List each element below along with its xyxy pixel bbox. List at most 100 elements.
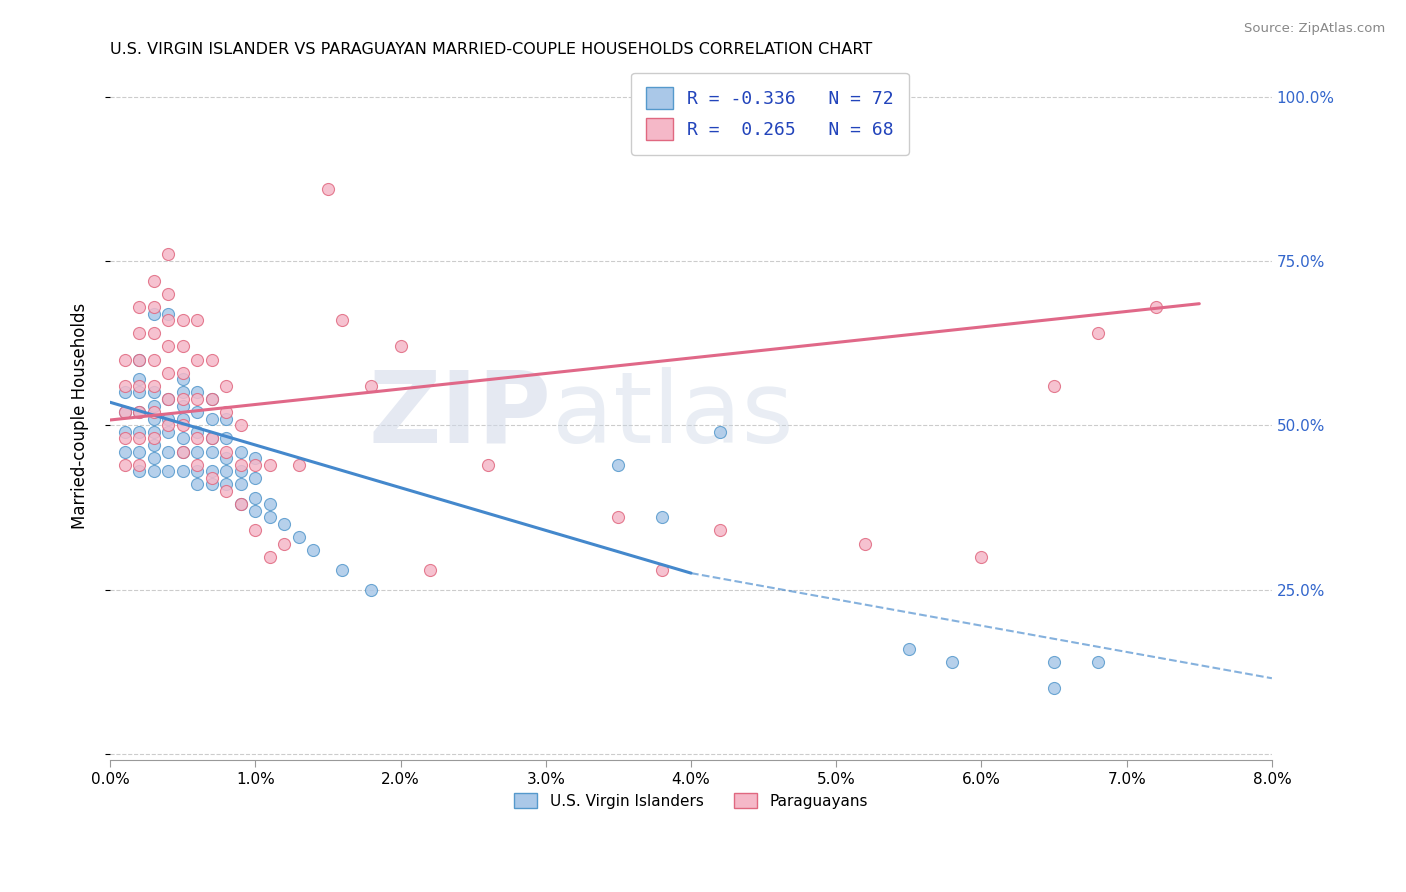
Point xyxy=(201,444,224,458)
Point xyxy=(1087,655,1109,669)
Point xyxy=(201,411,224,425)
Point xyxy=(215,451,238,466)
Point xyxy=(172,399,194,413)
Point xyxy=(273,536,295,550)
Point xyxy=(259,510,281,524)
Point xyxy=(1144,300,1167,314)
Point xyxy=(128,405,150,419)
Point xyxy=(360,379,382,393)
Point xyxy=(128,405,150,419)
Point xyxy=(172,372,194,386)
Point xyxy=(186,425,208,439)
Point xyxy=(245,458,267,472)
Point xyxy=(172,339,194,353)
Point xyxy=(142,411,165,425)
Point xyxy=(201,431,224,445)
Point xyxy=(114,385,136,400)
Point xyxy=(172,444,194,458)
Point xyxy=(157,313,180,327)
Point xyxy=(259,549,281,564)
Point xyxy=(142,451,165,466)
Point xyxy=(142,438,165,452)
Point xyxy=(215,483,238,498)
Point xyxy=(128,385,150,400)
Point xyxy=(128,372,150,386)
Point xyxy=(114,458,136,472)
Point xyxy=(229,458,252,472)
Point xyxy=(114,405,136,419)
Point xyxy=(186,392,208,406)
Point xyxy=(215,431,238,445)
Point xyxy=(114,352,136,367)
Legend: U.S. Virgin Islanders, Paraguayans: U.S. Virgin Islanders, Paraguayans xyxy=(509,787,873,814)
Point xyxy=(157,411,180,425)
Point xyxy=(709,425,731,439)
Point xyxy=(128,431,150,445)
Point xyxy=(128,444,150,458)
Point xyxy=(172,366,194,380)
Point xyxy=(128,425,150,439)
Text: atlas: atlas xyxy=(551,367,793,464)
Point xyxy=(215,464,238,478)
Point xyxy=(172,418,194,433)
Point xyxy=(157,464,180,478)
Point xyxy=(229,477,252,491)
Point xyxy=(142,274,165,288)
Point xyxy=(142,464,165,478)
Point xyxy=(201,352,224,367)
Point xyxy=(172,411,194,425)
Point xyxy=(229,497,252,511)
Point xyxy=(215,477,238,491)
Point xyxy=(186,444,208,458)
Point xyxy=(201,392,224,406)
Point xyxy=(128,352,150,367)
Point xyxy=(157,286,180,301)
Point xyxy=(142,379,165,393)
Point xyxy=(128,326,150,341)
Point xyxy=(142,300,165,314)
Point xyxy=(142,307,165,321)
Point xyxy=(853,536,876,550)
Point xyxy=(186,352,208,367)
Point xyxy=(186,313,208,327)
Point xyxy=(142,399,165,413)
Point xyxy=(229,497,252,511)
Point xyxy=(186,431,208,445)
Point xyxy=(332,563,354,577)
Point xyxy=(229,418,252,433)
Point xyxy=(128,352,150,367)
Point xyxy=(419,563,441,577)
Point xyxy=(157,425,180,439)
Point xyxy=(172,444,194,458)
Point xyxy=(186,405,208,419)
Point xyxy=(215,379,238,393)
Point xyxy=(1087,326,1109,341)
Point xyxy=(245,504,267,518)
Point xyxy=(157,247,180,261)
Point xyxy=(114,425,136,439)
Point xyxy=(477,458,499,472)
Text: U.S. VIRGIN ISLANDER VS PARAGUAYAN MARRIED-COUPLE HOUSEHOLDS CORRELATION CHART: U.S. VIRGIN ISLANDER VS PARAGUAYAN MARRI… xyxy=(110,42,872,57)
Text: ZIP: ZIP xyxy=(368,367,551,464)
Point xyxy=(157,339,180,353)
Point xyxy=(114,405,136,419)
Point xyxy=(186,464,208,478)
Point xyxy=(157,366,180,380)
Point xyxy=(142,431,165,445)
Point xyxy=(273,516,295,531)
Point xyxy=(157,392,180,406)
Point xyxy=(215,405,238,419)
Point xyxy=(201,392,224,406)
Point xyxy=(245,471,267,485)
Point xyxy=(215,411,238,425)
Point xyxy=(1043,379,1066,393)
Point xyxy=(157,444,180,458)
Point xyxy=(157,307,180,321)
Point xyxy=(201,471,224,485)
Point xyxy=(114,444,136,458)
Point xyxy=(142,425,165,439)
Point xyxy=(201,477,224,491)
Point xyxy=(245,491,267,505)
Point xyxy=(128,379,150,393)
Point xyxy=(1043,681,1066,695)
